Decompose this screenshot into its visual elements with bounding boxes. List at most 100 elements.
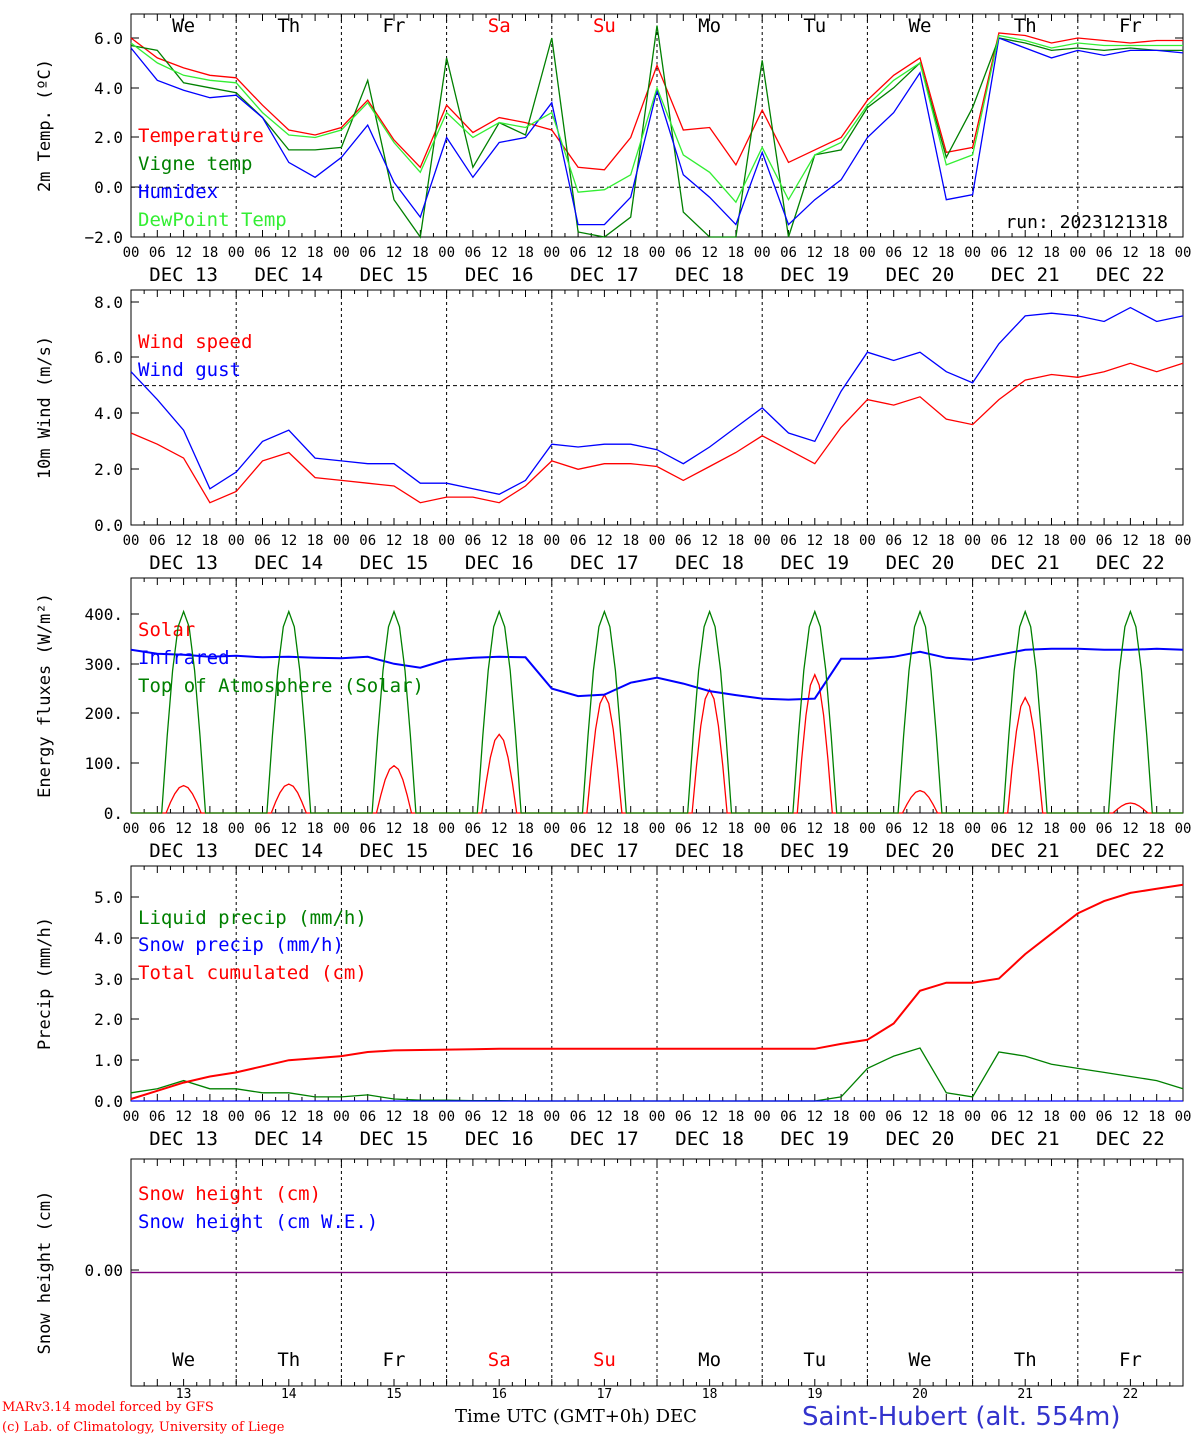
hour-label: 00 [543, 1109, 560, 1125]
series-line [130, 1047, 1184, 1102]
date-label: DEC 16 [465, 1128, 534, 1150]
hour-label: 00 [1069, 821, 1086, 837]
weekday-label-bottom: Th [1014, 1349, 1037, 1371]
hour-label: 18 [517, 1109, 534, 1125]
hour-label: 12 [806, 533, 823, 549]
hour-label: 00 [228, 245, 245, 261]
legend-entry: Snow height (cm W.E.) [138, 1211, 378, 1233]
time-axis-label: Time UTC (GMT+0h) DEC [455, 1406, 697, 1427]
y-tick-label: 300. [84, 655, 123, 674]
hour-label: 18 [412, 821, 429, 837]
hour-label: 12 [175, 533, 192, 549]
date-label: DEC 20 [886, 840, 955, 862]
hour-label: 18 [1043, 533, 1060, 549]
series-line [130, 647, 1184, 701]
hour-label: 00 [1175, 245, 1192, 261]
hour-label: 00 [1175, 1109, 1192, 1125]
copyright-credit: (c) Lab. of Climatology, University of L… [2, 1420, 285, 1435]
legend-entry: Liquid precip (mm/h) [138, 907, 367, 929]
date-label: DEC 17 [570, 552, 639, 574]
hour-label: 06 [464, 821, 481, 837]
y-axis-label: 2m Temp. (ºC) [35, 59, 55, 192]
hour-label: 12 [701, 821, 718, 837]
hour-label: 12 [1017, 245, 1034, 261]
series-line [130, 37, 1184, 226]
date-label: DEC 15 [360, 840, 429, 862]
date-label: DEC 18 [675, 840, 744, 862]
hour-label: 18 [833, 533, 850, 549]
hour-label: 06 [1096, 245, 1113, 261]
legend-entry: Total cumulated (cm) [138, 962, 367, 984]
date-label: DEC 15 [360, 1128, 429, 1150]
hour-label: 00 [438, 1109, 455, 1125]
hour-label: 18 [1043, 245, 1060, 261]
hour-label: 18 [938, 821, 955, 837]
date-label: DEC 22 [1096, 264, 1165, 286]
date-label: DEC 14 [254, 264, 323, 286]
hour-label: 18 [833, 245, 850, 261]
hour-label: 18 [938, 533, 955, 549]
date-number-label: 14 [281, 1387, 297, 1402]
hour-label: 12 [280, 1109, 297, 1125]
hour-label: 18 [307, 821, 324, 837]
legend-entry: DewPoint Temp [138, 209, 287, 231]
y-tick-label: −2.0 [84, 228, 123, 247]
hour-label: 18 [201, 245, 218, 261]
hour-label: 06 [780, 533, 797, 549]
y-tick-label: 4.0 [94, 79, 123, 98]
hour-label: 00 [123, 245, 140, 261]
panel-3: 400. 300. 200. 100. 0. Energy fluxes (W/m²) So… [35, 577, 1192, 862]
date-label: DEC 14 [254, 840, 323, 862]
hour-label: 06 [885, 533, 902, 549]
hour-label: 12 [386, 821, 403, 837]
hour-label: 12 [596, 245, 613, 261]
date-number-label: 22 [1123, 1387, 1139, 1402]
weekday-label-top: We [172, 15, 195, 37]
hour-label: 12 [701, 1109, 718, 1125]
hour-label: 12 [491, 533, 508, 549]
hour-label: 00 [543, 821, 560, 837]
y-tick-label: 200. [84, 704, 123, 723]
hour-label: 18 [307, 245, 324, 261]
hour-label: 12 [1122, 1109, 1139, 1125]
date-label: DEC 15 [360, 552, 429, 574]
panel-1: 6.0 4.0 2.0 0.0 −2.0 2m Temp. (ºC) Temperature… [35, 13, 1192, 286]
hour-label: 12 [596, 1109, 613, 1125]
date-label: DEC 18 [675, 264, 744, 286]
hour-label: 06 [990, 1109, 1007, 1125]
series-line [130, 25, 1183, 239]
weekday-label-bottom: Th [277, 1349, 300, 1371]
hour-label: 06 [359, 821, 376, 837]
hour-label: 12 [175, 821, 192, 837]
y-tick-label: 2.0 [94, 1010, 123, 1029]
hour-label: 00 [438, 533, 455, 549]
hour-label: 00 [649, 533, 666, 549]
hour-label: 00 [964, 245, 981, 261]
hour-label: 12 [806, 245, 823, 261]
legend-entry: Solar [138, 619, 195, 641]
hour-label: 00 [333, 821, 350, 837]
hour-label: 12 [1122, 245, 1139, 261]
hour-label: 06 [359, 533, 376, 549]
y-tick-label: 2.0 [94, 460, 123, 479]
hour-label: 18 [517, 245, 534, 261]
hour-label: 00 [543, 533, 560, 549]
hour-label: 06 [254, 1109, 271, 1125]
date-label: DEC 19 [780, 840, 849, 862]
date-label: DEC 20 [886, 552, 955, 574]
y-tick-label: 1.0 [94, 1051, 123, 1070]
hour-label: 00 [859, 821, 876, 837]
hour-label: 00 [1175, 821, 1192, 837]
y-tick-label: 3.0 [94, 970, 123, 989]
weekday-label-top: We [909, 15, 932, 37]
hour-label: 12 [491, 821, 508, 837]
hour-label: 12 [912, 821, 929, 837]
hour-label: 12 [491, 245, 508, 261]
y-tick-label: 2.0 [94, 128, 123, 147]
hour-label: 18 [1043, 1109, 1060, 1125]
y-axis-label: Energy fluxes (W/m²) [35, 593, 55, 798]
date-label: DEC 13 [149, 264, 218, 286]
hour-label: 00 [649, 821, 666, 837]
y-axis-label: 10m Wind (m/s) [35, 336, 55, 479]
